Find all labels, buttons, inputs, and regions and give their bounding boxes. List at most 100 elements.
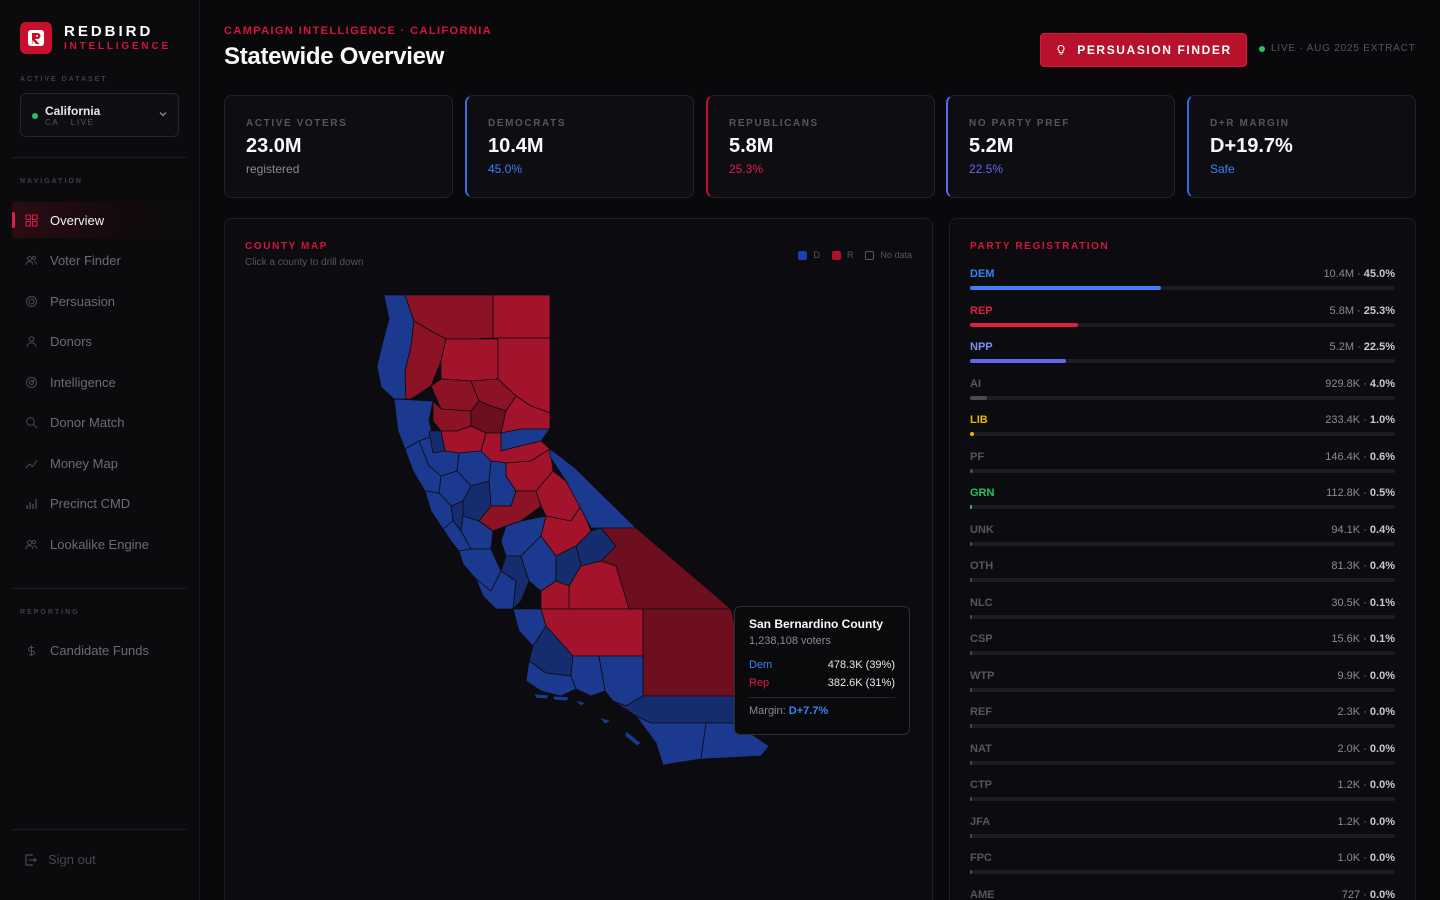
party-bar-fill <box>970 322 1078 327</box>
registration-row-ref: REF 2.3K · 0.0% <box>970 706 1395 736</box>
party-count-value: 5.2M <box>1329 341 1355 353</box>
dataset-selector[interactable]: California CA · LIVE <box>20 93 179 137</box>
brand[interactable]: REDBIRD INTELLIGENCE <box>20 22 171 54</box>
party-count: 81.3K · 0.4% <box>1331 560 1395 572</box>
party-bar-fill <box>970 286 1162 290</box>
map-subtitle: Click a county to drill down <box>245 257 364 268</box>
stat-card-active-voters: ACTIVE VOTERS 23.0M registered <box>224 95 453 198</box>
party-count-value: 727 <box>1341 888 1361 900</box>
party-percent: 0.0% <box>1369 742 1395 755</box>
county-shape[interactable] <box>428 430 446 454</box>
stat-label: DEMOCRATS <box>488 118 567 129</box>
county-shape[interactable] <box>478 490 542 532</box>
sidebar-item-donor-match[interactable]: Donor Match <box>12 405 187 441</box>
party-bar-fill <box>970 505 973 509</box>
legend-label: D <box>813 250 820 260</box>
registration-row-fpc: FPC 1.0K · 0.0% <box>970 852 1395 882</box>
sidebar-item-intelligence[interactable]: Intelligence <box>12 364 187 400</box>
party-percent: 0.0% <box>1369 888 1395 900</box>
party-bar-fill <box>970 468 973 473</box>
party-count-value: 146.4K <box>1325 450 1361 463</box>
party-percent: 25.3% <box>1363 304 1395 317</box>
stat-value: 5.2M <box>969 135 1014 157</box>
legend-item-dem: D <box>798 250 820 260</box>
county-shape[interactable] <box>500 555 530 610</box>
party-percent: 45.0% <box>1363 268 1395 280</box>
party-code: NAT <box>970 742 992 755</box>
registration-title: PARTY REGISTRATION <box>970 241 1110 252</box>
stat-sub: registered <box>246 162 300 176</box>
party-count: 2.0K · 0.0% <box>1337 742 1396 755</box>
party-percent: 1.0% <box>1369 414 1395 426</box>
party-bar-fill <box>970 578 972 582</box>
sidebar-item-overview[interactable]: Overview <box>12 202 187 238</box>
tooltip-rep-label: Rep <box>749 677 770 689</box>
party-bar-fill <box>970 833 972 838</box>
party-count: 727 · 0.0% <box>1341 888 1395 900</box>
party-code: CTP <box>970 779 992 791</box>
sidebar-item-donors[interactable]: Donors <box>12 324 187 360</box>
party-bar-fill <box>970 797 972 801</box>
party-percent: 0.0% <box>1369 852 1395 864</box>
party-code: NPP <box>970 341 993 353</box>
county-shape[interactable] <box>540 580 570 610</box>
stat-value: 23.0M <box>246 135 302 157</box>
island-shape <box>574 699 587 707</box>
county-shape[interactable] <box>404 320 447 400</box>
party-count: 1.2K · 0.0% <box>1337 779 1396 791</box>
sign-out-button[interactable]: Sign out <box>24 852 96 867</box>
party-count-value: 1.2K <box>1337 815 1361 828</box>
party-code: NLC <box>970 596 993 609</box>
navigation-label: NAVIGATION <box>20 178 83 185</box>
party-code: REP <box>970 304 993 317</box>
sidebar-item-money-map[interactable]: Money Map <box>12 445 187 481</box>
stat-sub: Safe <box>1210 162 1235 176</box>
county-shape[interactable] <box>598 655 644 707</box>
county-shape[interactable] <box>635 715 707 766</box>
party-percent: 0.0% <box>1369 779 1395 791</box>
county-shape[interactable] <box>492 294 551 339</box>
county-shape[interactable] <box>525 660 577 697</box>
island-shape <box>598 716 612 725</box>
county-shape[interactable] <box>440 338 499 382</box>
party-bar-fill <box>970 359 1066 363</box>
brand-name: REDBIRD <box>64 22 154 40</box>
radar-icon <box>24 375 38 389</box>
party-count-value: 2.0K <box>1337 742 1361 755</box>
party-code: WTP <box>970 669 995 682</box>
users-icon <box>24 254 38 268</box>
party-count-value: 30.5K <box>1331 596 1361 609</box>
sidebar-item-label: Donors <box>50 334 92 349</box>
party-count: 233.4K · 1.0% <box>1325 414 1395 426</box>
party-bar-track <box>970 359 1395 363</box>
sidebar-item-persuasion[interactable]: Persuasion <box>12 283 187 319</box>
county-shape[interactable] <box>700 722 770 760</box>
sidebar-item-lookalike-engine[interactable]: Lookalike Engine <box>12 526 187 562</box>
brand-subtitle: INTELLIGENCE <box>64 40 171 52</box>
stat-label: D+R MARGIN <box>1210 118 1290 129</box>
search-icon <box>24 416 38 430</box>
map-title: COUNTY MAP <box>245 241 329 252</box>
party-count: 929.8K · 4.0% <box>1325 377 1395 390</box>
party-count-value: 929.8K <box>1325 377 1361 390</box>
party-bar-fill <box>970 651 972 655</box>
party-count: 5.8M · 25.3% <box>1329 304 1395 317</box>
party-bar-track <box>970 322 1395 327</box>
stat-value: 10.4M <box>488 135 544 157</box>
tooltip-voters: 1,238,108 voters <box>749 635 831 647</box>
party-count: 1.2K · 0.0% <box>1337 815 1396 828</box>
california-county-map[interactable] <box>225 219 933 900</box>
sidebar-item-voter-finder[interactable]: Voter Finder <box>12 243 187 279</box>
sidebar-item-label: Overview <box>50 212 105 228</box>
sidebar-item-label: Intelligence <box>50 374 116 390</box>
party-count: 94.1K · 0.4% <box>1331 523 1395 536</box>
sidebar-item-candidate-funds[interactable]: Candidate Funds <box>12 632 187 668</box>
party-bar-track <box>970 578 1395 582</box>
persuasion-finder-button[interactable]: PERSUASION FINDER <box>1040 33 1247 67</box>
county-shape[interactable] <box>642 608 736 697</box>
dataset-live-dot-icon <box>32 113 38 119</box>
party-count-value: 112.8K <box>1326 487 1361 499</box>
sidebar-item-precinct-cmd[interactable]: Precinct CMD <box>12 486 187 522</box>
map-legend: D R No data <box>798 250 912 260</box>
registration-row-unk: UNK 94.1K · 0.4% <box>970 524 1395 554</box>
